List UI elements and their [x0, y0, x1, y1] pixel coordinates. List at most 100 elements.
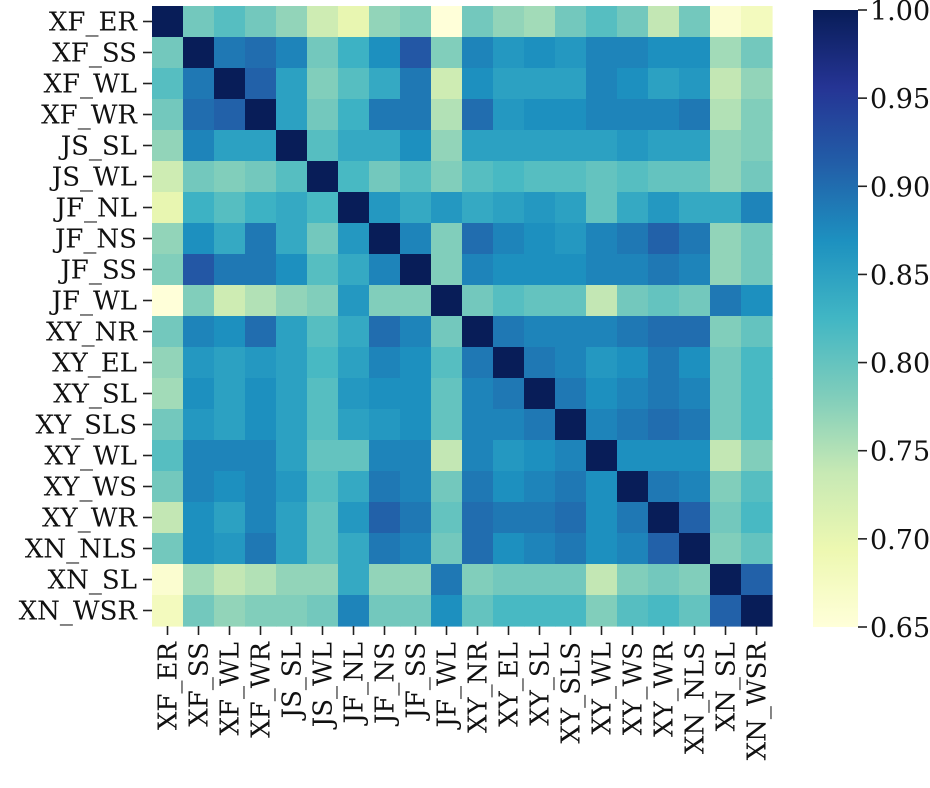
heatmap-cell-XY_WL-XY_WS [617, 440, 649, 472]
heatmap-cell-XY_WL-XN_SL [710, 440, 742, 472]
heatmap-cell-JF_WL-XN_NLS [679, 285, 711, 317]
heatmap-cell-XY_WL-XF_ER [152, 440, 184, 472]
heatmap-cell-XN_SL-JF_NS [369, 564, 401, 596]
heatmap-cell-XN_WSR-XY_SLS [555, 595, 587, 627]
heatmap-cell-JF_WL-XY_SLS [555, 285, 587, 317]
heatmap-cell-JF_NS-XY_WS [617, 223, 649, 255]
heatmap-cell-XY_WR-JF_WL [431, 502, 463, 534]
heatmap-cell-XY_WL-XY_WR [648, 440, 680, 472]
heatmap-cell-XN_SL-XY_NR [462, 564, 494, 596]
heatmap-cell-XY_EL-XF_ER [152, 347, 184, 379]
heatmap-cell-XF_SS-XY_EL [493, 37, 525, 69]
heatmap-cell-XF_WR-JF_WL [431, 99, 463, 131]
y-tick-labels: XF_ERXF_SSXF_WLXF_WRJS_SLJS_WLJF_NLJF_NS… [19, 8, 152, 627]
heatmap-cell-JF_WL-XY_WS [617, 285, 649, 317]
heatmap-cell-XY_NR-XY_SLS [555, 316, 587, 348]
heatmap-cell-JF_SS-XF_ER [152, 254, 184, 286]
heatmap-cell-XY_WL-JS_WL [307, 440, 339, 472]
heatmap-cell-XY_SLS-JF_NS [369, 409, 401, 441]
heatmap-cell-XN_WSR-JF_WL [431, 595, 463, 627]
heatmap-cell-JF_NS-XN_NLS [679, 223, 711, 255]
heatmap-cell-XF_SS-XY_SLS [555, 37, 587, 69]
heatmap-cell-XF_WR-XY_SL [524, 99, 556, 131]
x-tick-label: JF_NS [371, 642, 401, 727]
heatmap-cell-XF_WR-JF_NS [369, 99, 401, 131]
heatmap-cell-XF_SS-JF_SS [400, 37, 432, 69]
heatmap-cell-XY_WR-XY_WS [617, 502, 649, 534]
heatmap-cell-XN_SL-XF_ER [152, 564, 184, 596]
heatmap-cell-XY_WR-JF_NS [369, 502, 401, 534]
heatmap-cell-XN_SL-XY_WR [648, 564, 680, 596]
heatmap-cell-XY_SLS-JS_WL [307, 409, 339, 441]
heatmap-cell-XF_WL-JS_SL [276, 68, 308, 100]
heatmap-cell-XY_WR-XY_WR [648, 502, 680, 534]
heatmap-cell-XY_NR-JF_NL [338, 316, 370, 348]
heatmap-cell-XF_ER-XN_NLS [679, 6, 711, 38]
heatmap-cell-JF_NL-XY_SL [524, 192, 556, 224]
heatmap-cell-XF_SS-XY_SL [524, 37, 556, 69]
heatmap-cell-XF_WL-JF_NL [338, 68, 370, 100]
heatmap-cell-XN_WSR-XN_WSR [741, 595, 773, 627]
x-tick-label: XY_WL [588, 642, 618, 735]
heatmap-cell-JF_NS-XY_SL [524, 223, 556, 255]
y-tick-label: XN_SL [48, 566, 137, 596]
heatmap-cell-XY_NR-XN_SL [710, 316, 742, 348]
heatmap-cell-XY_WL-JF_NL [338, 440, 370, 472]
heatmap-cell-XF_WR-XN_NLS [679, 99, 711, 131]
heatmap-cell-XY_WS-XY_WL [586, 471, 618, 503]
heatmap-cell-XF_SS-JF_WL [431, 37, 463, 69]
colorbar-tick-label: 0.80 [870, 349, 930, 380]
heatmap-cell-JF_NS-XY_SLS [555, 223, 587, 255]
heatmap-cell-XN_SL-XY_WL [586, 564, 618, 596]
heatmap-cell-XY_WL-XF_WR [245, 440, 277, 472]
heatmap-cell-XY_NR-XY_WS [617, 316, 649, 348]
heatmap-cell-JS_WL-XY_EL [493, 161, 525, 193]
heatmap-cell-XN_NLS-XY_WR [648, 533, 680, 565]
heatmap-cell-XF_WL-XY_WL [586, 68, 618, 100]
heatmap-cell-XY_EL-XN_WSR [741, 347, 773, 379]
heatmap-cell-JS_SL-XF_WL [214, 130, 246, 162]
heatmap-cell-XF_WL-XN_WSR [741, 68, 773, 100]
heatmap-cell-XF_WL-XF_WR [245, 68, 277, 100]
heatmap-cell-JS_SL-XY_EL [493, 130, 525, 162]
heatmap-cell-JF_SS-XF_SS [183, 254, 215, 286]
heatmap-cell-XY_NR-XN_NLS [679, 316, 711, 348]
heatmap-cell-XF_ER-XY_WS [617, 6, 649, 38]
heatmap-cell-XY_SLS-XF_WR [245, 409, 277, 441]
heatmap-cell-XY_EL-JF_SS [400, 347, 432, 379]
heatmap-cell-XF_ER-JF_SS [400, 6, 432, 38]
heatmap-cell-XN_SL-XY_SLS [555, 564, 587, 596]
heatmap-cell-JF_NS-JF_WL [431, 223, 463, 255]
heatmap-cell-XY_EL-XY_WS [617, 347, 649, 379]
heatmap-cell-JF_NL-XF_ER [152, 192, 184, 224]
heatmap-cell-XN_NLS-JF_SS [400, 533, 432, 565]
heatmap-cell-XY_SLS-XY_WL [586, 409, 618, 441]
x-tick-label: XF_WL [216, 642, 246, 736]
heatmap-cell-XN_SL-JF_NL [338, 564, 370, 596]
heatmap-cell-XY_WS-XN_WSR [741, 471, 773, 503]
heatmap-cell-XY_SL-XY_WR [648, 378, 680, 410]
heatmap-cell-JF_SS-XY_SLS [555, 254, 587, 286]
heatmap-cell-XY_WS-XN_NLS [679, 471, 711, 503]
heatmap-cell-JF_SS-JF_NL [338, 254, 370, 286]
heatmap-cell-JF_NL-XY_WL [586, 192, 618, 224]
heatmap-cell-JF_SS-XN_NLS [679, 254, 711, 286]
heatmap-cell-XN_NLS-JF_WL [431, 533, 463, 565]
heatmap-cell-JF_WL-XY_EL [493, 285, 525, 317]
heatmap-cell-XN_WSR-XY_SL [524, 595, 556, 627]
heatmap-cell-XY_WS-XF_SS [183, 471, 215, 503]
heatmap-cell-XF_ER-JS_SL [276, 6, 308, 38]
heatmap-cell-XF_WL-XY_WR [648, 68, 680, 100]
heatmap-cell-XY_SL-JF_WL [431, 378, 463, 410]
heatmap-cell-XY_EL-XF_WL [214, 347, 246, 379]
colorbar-tick-label: 0.70 [870, 525, 930, 556]
heatmap-cell-JF_NL-JF_NL [338, 192, 370, 224]
heatmap-cell-XY_EL-JS_WL [307, 347, 339, 379]
heatmap-cell-JF_NS-JS_WL [307, 223, 339, 255]
heatmap-cell-XY_NR-XY_WL [586, 316, 618, 348]
heatmap-cell-JS_WL-XF_ER [152, 161, 184, 193]
heatmap-cell-JF_WL-XY_WL [586, 285, 618, 317]
colorbar-tick-label: 0.65 [870, 613, 930, 644]
heatmap-cell-JF_SS-XY_WL [586, 254, 618, 286]
